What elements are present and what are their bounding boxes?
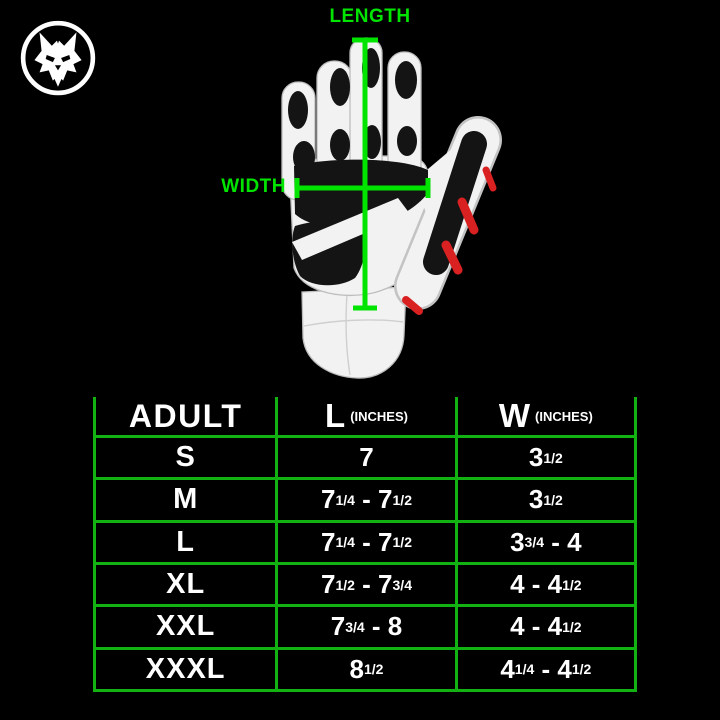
header-length-column: L (INCHES): [275, 397, 454, 435]
size-cell: XXXL: [145, 652, 226, 685]
size-cell: XXL: [155, 610, 216, 643]
glove-illustration: [281, 37, 502, 379]
fraction: 3/4: [345, 618, 365, 635]
table-row-xl: XL 7 1/2 - 7 3/4 4 - 4 1/2: [96, 564, 634, 608]
width-cell: 3 1/2: [454, 480, 634, 520]
length-cell: 8 1/2: [275, 649, 454, 689]
header-length-unit: (INCHES): [350, 408, 408, 424]
fraction: 1/2: [392, 534, 412, 551]
table-row-s: S 7 3 1/2: [96, 438, 634, 481]
length-cell: 7 1/4 - 7 1/2: [275, 522, 454, 562]
measurement-lines: [294, 37, 431, 311]
size-table: ADULT L (INCHES) W (INCHES) S 7 3 1/2 M 7 1/4 …: [93, 397, 637, 692]
header-length-letter: L: [325, 397, 346, 434]
header-width-column: W (INCHES): [454, 397, 634, 435]
fraction: 1/4: [335, 491, 355, 508]
table-row-m: M 7 1/4 - 7 1/2 3 1/2: [96, 480, 634, 523]
header-size-column: ADULT: [128, 397, 243, 434]
length-cell: 7 1/2 - 7 3/4: [275, 564, 454, 605]
width-cell: 3 1/2: [454, 438, 634, 478]
fraction: 1/2: [571, 661, 592, 678]
length-label: LENGTH: [329, 6, 411, 27]
table-row-l: L 7 1/4 - 7 1/2 3 3/4 - 4: [96, 522, 634, 565]
header-width-letter: W: [498, 397, 530, 434]
size-cell: L: [176, 525, 196, 558]
size-cell: M: [173, 483, 199, 516]
size-cell: S: [175, 441, 196, 474]
fraction: 3/4: [392, 576, 412, 593]
fraction: 1/4: [335, 534, 355, 551]
fraction: 1/2: [562, 576, 582, 593]
fraction: 3/4: [524, 534, 544, 551]
width-cell: 4 - 4 1/2: [454, 607, 634, 647]
fraction: 1/4: [514, 661, 535, 678]
fraction: 1/2: [543, 491, 563, 508]
header-width-unit: (INCHES): [535, 408, 593, 424]
length-cell: 7 3/4 - 8: [275, 607, 454, 647]
size-cell: XL: [166, 568, 206, 601]
fraction: 1/2: [392, 491, 412, 508]
wolf-head-icon: [20, 20, 96, 96]
width-cell: 4 1/4 - 4 1/2: [454, 649, 634, 689]
width-cell: 3 3/4 - 4: [454, 522, 634, 562]
length-cell: 7: [275, 438, 454, 478]
width-label: WIDTH: [221, 176, 286, 197]
fraction: 1/2: [363, 661, 384, 678]
fraction: 1/2: [543, 449, 563, 466]
length-cell: 7 1/4 - 7 1/2: [275, 480, 454, 520]
fraction: 1/2: [562, 618, 582, 635]
glove-drawing: [281, 37, 502, 379]
table-header-row: ADULT L (INCHES) W (INCHES): [96, 397, 634, 438]
width-cell: 4 - 4 1/2: [454, 564, 634, 605]
fraction: 1/2: [335, 576, 355, 593]
table-row-xxxl: XXXL 8 1/2 4 1/4 - 4 1/2: [96, 649, 634, 692]
